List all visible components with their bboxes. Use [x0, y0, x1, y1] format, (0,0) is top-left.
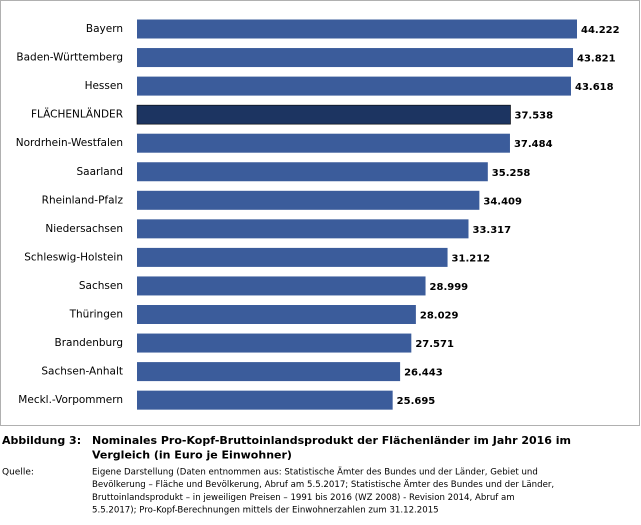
category-label: Saarland: [76, 166, 123, 178]
value-label: 26.443: [404, 368, 443, 379]
value-label: 25.695: [397, 396, 436, 407]
value-label: 43.618: [575, 82, 614, 93]
source-text: Eigene Darstellung (Daten entnommen aus:…: [92, 467, 538, 478]
category-label: Hessen: [85, 80, 123, 92]
bar: [137, 133, 510, 153]
value-label: 28.999: [430, 282, 469, 293]
category-label: Nordrhein-Westfalen: [16, 137, 123, 149]
value-label: 31.212: [452, 253, 491, 264]
source-text: 5.5.2017); Pro-Kopf-Berechnungen mittels…: [92, 506, 439, 516]
value-label: 33.317: [472, 225, 511, 236]
caption-title: Vergleich (in Euro je Einwohner): [92, 449, 292, 462]
category-label: Brandenburg: [54, 337, 123, 349]
bar: [137, 190, 480, 210]
source-label: Quelle:: [2, 468, 34, 478]
value-label: 34.409: [483, 196, 522, 207]
category-label: Sachsen: [79, 280, 123, 292]
value-label: 28.029: [420, 311, 459, 322]
value-label: 37.484: [514, 139, 553, 150]
bar: [137, 362, 401, 382]
bar: [137, 162, 488, 182]
bar: [137, 48, 574, 68]
value-label: 35.258: [492, 168, 531, 179]
category-label: FLÄCHENLÄNDER: [31, 108, 123, 121]
bar: [137, 19, 577, 39]
value-label: 43.821: [577, 54, 616, 65]
category-label: Bayern: [86, 23, 123, 35]
bar: [137, 276, 426, 296]
bar: [137, 219, 469, 239]
bar: [137, 333, 412, 353]
bar: [137, 305, 416, 324]
source-text: Bruttoinlandsprodukt – in jeweiligen Pre…: [92, 493, 515, 503]
bar: [136, 104, 511, 125]
category-label: Niedersachsen: [45, 223, 123, 235]
bar: [137, 76, 571, 96]
category-label: Rheinland-Pfalz: [42, 194, 124, 206]
value-label: 27.571: [415, 339, 454, 350]
source-text: Bevölkerung – Fläche und Bevölkerung, Ab…: [92, 479, 554, 490]
value-label: 37.538: [514, 111, 553, 122]
bar: [137, 247, 448, 267]
figure-label: Abbildung 3:: [2, 434, 81, 447]
bar: [137, 390, 393, 410]
category-label: Meckl.-Vorpommern: [18, 394, 123, 406]
category-label: Schleswig-Holstein: [24, 251, 123, 263]
category-label: Baden-Württemberg: [16, 52, 123, 64]
caption-title: Nominales Pro-Kopf-Bruttoinlandsprodukt …: [92, 434, 571, 447]
category-label: Thüringen: [69, 309, 123, 321]
value-label: 44.222: [581, 25, 620, 36]
chart-frame: [0, 0, 640, 426]
category-label: Sachsen-Anhalt: [41, 366, 123, 378]
